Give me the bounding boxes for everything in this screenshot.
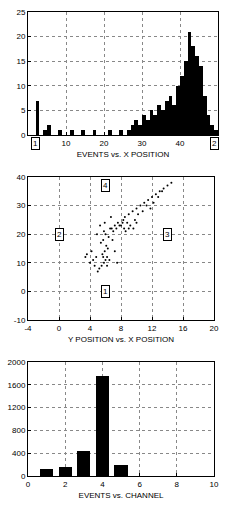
svg-text:8: 8 [119, 324, 124, 333]
svg-text:0: 0 [26, 480, 31, 489]
svg-text:6: 6 [137, 480, 142, 489]
svg-text:10: 10 [62, 139, 71, 148]
svg-text:EVENTS vs. CHANNEL: EVENTS vs. CHANNEL [79, 491, 164, 500]
svg-text:2: 2 [57, 230, 62, 239]
svg-text:4: 4 [100, 480, 105, 489]
svg-text:0: 0 [21, 472, 26, 481]
svg-text:Y POSITION vs. X POSITION: Y POSITION vs. X POSITION [68, 335, 174, 344]
svg-text:0: 0 [21, 131, 26, 140]
svg-text:20: 20 [210, 324, 219, 333]
svg-text:1200: 1200 [8, 403, 26, 412]
svg-text:0: 0 [57, 324, 62, 333]
svg-text:20: 20 [16, 230, 25, 239]
svg-text:0: 0 [21, 287, 26, 296]
svg-text:10: 10 [210, 480, 219, 489]
svg-text:2: 2 [63, 480, 68, 489]
svg-text:4: 4 [88, 324, 93, 333]
svg-text:-10: -10 [14, 316, 26, 325]
svg-text:30: 30 [138, 139, 147, 148]
svg-text:20: 20 [100, 139, 109, 148]
svg-text:4: 4 [103, 181, 108, 190]
svg-text:25: 25 [16, 8, 25, 17]
svg-text:3: 3 [165, 230, 170, 239]
svg-text:20: 20 [16, 32, 25, 41]
svg-text:800: 800 [12, 426, 26, 435]
svg-text:2: 2 [212, 139, 217, 148]
svg-text:8: 8 [175, 480, 180, 489]
svg-text:10: 10 [16, 259, 25, 268]
svg-text:40: 40 [16, 173, 25, 182]
svg-text:5: 5 [21, 106, 26, 115]
svg-text:15: 15 [16, 57, 25, 66]
svg-text:400: 400 [12, 449, 26, 458]
svg-text:-4: -4 [24, 324, 32, 333]
svg-text:16: 16 [179, 324, 188, 333]
svg-text:10: 10 [16, 82, 25, 91]
svg-text:1: 1 [33, 139, 38, 148]
svg-text:1600: 1600 [8, 381, 26, 390]
svg-text:EVENTS vs. X POSITION: EVENTS vs. X POSITION [77, 150, 170, 159]
svg-text:2000: 2000 [8, 358, 26, 367]
svg-text:12: 12 [148, 324, 157, 333]
svg-text:30: 30 [16, 201, 25, 210]
svg-text:40: 40 [176, 139, 185, 148]
svg-text:1: 1 [103, 287, 108, 296]
